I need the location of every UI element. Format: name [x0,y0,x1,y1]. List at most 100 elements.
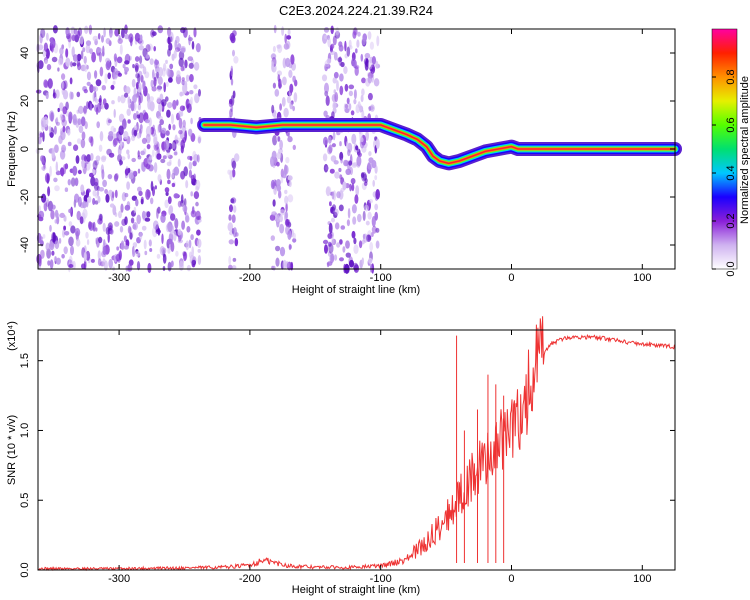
noise-blob [37,136,42,145]
noise-blob [61,119,67,127]
noise-blob [163,82,166,93]
noise-blob [347,142,353,153]
noise-blob [103,27,106,38]
noise-blob [53,125,57,135]
noise-blob [193,191,200,200]
noise-blob [339,174,343,180]
spectrogram-marks [35,24,682,274]
noise-blob [72,54,78,62]
noise-blob [64,187,69,192]
noise-blob [279,246,286,257]
noise-blob [375,227,380,233]
noise-blob [138,45,144,51]
noise-blob [62,229,66,238]
noise-blob [38,216,44,222]
noise-blob [191,259,197,266]
noise-blob [102,179,107,188]
noise-blob [293,92,298,103]
noise-blob [46,64,52,71]
noise-blob [54,185,60,192]
noise-blob [124,66,129,73]
noise-blob [104,189,108,194]
noise-blob [324,82,329,94]
noise-blob [99,66,104,77]
noise-blob [277,136,281,142]
noise-blob [269,214,276,221]
noise-blob [355,185,360,196]
noise-blob [151,31,157,37]
noise-blob [197,248,201,253]
noise-blob [113,173,119,182]
noise-blob [364,204,369,212]
noise-blob [48,125,52,134]
noise-blob [114,28,120,37]
noise-blob [39,33,43,44]
noise-blob [131,78,136,88]
noise-blob [167,196,172,205]
signal-track-band [203,124,676,165]
noise-blob [79,216,84,225]
noise-blob [113,68,119,79]
noise-blob [287,132,291,138]
noise-blob [109,27,113,38]
noise-blob [178,57,184,67]
noise-blob [331,111,335,119]
noise-blob [144,119,150,124]
noise-blob [80,50,84,60]
noise-blob [327,146,333,155]
noise-blob [132,222,138,231]
y-tick-label: 0 [19,146,31,152]
noise-blob [276,214,280,223]
noise-blob [71,34,76,42]
noise-blob [53,88,56,97]
noise-blob [272,199,276,207]
noise-blob [43,79,48,88]
noise-blob [232,90,236,99]
noise-blob [177,228,182,236]
noise-blob [127,153,130,160]
noise-blob [190,210,197,218]
noise-blob [128,33,134,43]
noise-blob [44,60,48,64]
y-tick-label: 1.5 [19,353,31,368]
noise-blob [196,229,201,236]
noise-blob [119,44,123,55]
noise-blob [111,191,115,199]
noise-blob [147,99,152,110]
noise-blob [197,136,201,144]
noise-blob [166,168,171,180]
figure-title: C2E3.2024.224.21.39.R24 [279,3,433,18]
noise-blob [171,182,176,188]
noise-blob [292,105,295,112]
noise-blob [292,75,296,83]
noise-blob [153,76,157,87]
noise-blob [43,42,49,52]
noise-blob [129,232,133,240]
noise-blob [283,107,289,118]
noise-blob [361,77,366,84]
noise-blob [192,150,197,161]
noise-blob [375,189,381,200]
snr-series-line [37,316,675,572]
noise-blob [73,28,78,35]
noise-blob [356,161,361,168]
noise-blob [78,105,84,114]
noise-blob [168,77,173,83]
noise-blob [105,60,111,71]
noise-blob [136,214,141,225]
noise-blob [45,92,49,100]
noise-blob [360,172,365,179]
noise-blob [190,117,193,125]
y-tick-label: 0.0 [19,562,31,577]
noise-blob [85,231,89,239]
noise-blob [370,263,373,273]
noise-blob [351,133,357,145]
noise-blob [271,150,277,161]
noise-blob [323,27,330,33]
noise-blob [231,265,237,270]
noise-blob [188,62,194,69]
noise-blob [126,181,130,190]
noise-blob [76,210,81,221]
noise-blob [358,240,363,249]
noise-blob [331,94,337,103]
